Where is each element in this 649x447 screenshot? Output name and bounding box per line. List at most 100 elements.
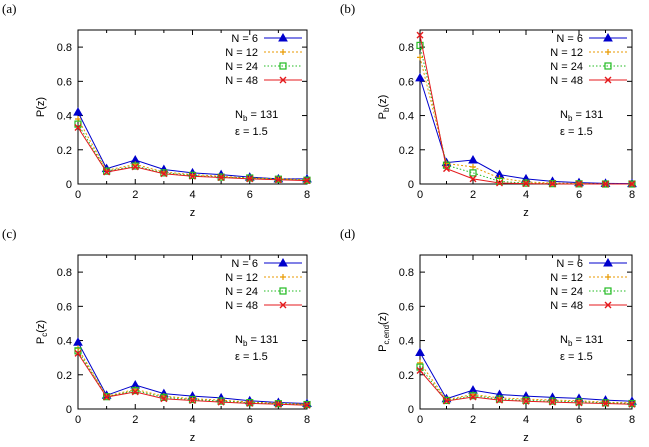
data-point	[469, 393, 477, 401]
series-line	[77, 118, 308, 181]
data-point	[522, 180, 530, 188]
legend-entry: N = 12	[550, 47, 583, 59]
data-point	[278, 257, 288, 267]
y-tick-label: 0.2	[57, 145, 72, 157]
annotation-nb-main: N	[560, 109, 568, 121]
data-point	[495, 177, 504, 186]
data-point	[189, 172, 196, 180]
data-point	[575, 398, 583, 406]
x-tick-label: 0	[417, 414, 423, 426]
y-tick-label: 0.2	[399, 370, 414, 382]
data-point	[575, 399, 583, 407]
annotation-nb: Nb = 131	[560, 334, 603, 348]
legend-entry: N = 24	[550, 61, 583, 73]
plot-frame	[77, 29, 308, 185]
data-point	[279, 287, 287, 295]
data-point	[415, 347, 425, 357]
data-point	[603, 257, 613, 267]
data-point	[605, 274, 611, 280]
data-point	[416, 41, 424, 50]
legend-entry: N = 48	[225, 300, 258, 312]
annotation-nb-value: = 131	[572, 334, 603, 346]
data-point	[548, 397, 557, 405]
legend-entry: N = 48	[225, 75, 258, 87]
data-point	[603, 32, 613, 42]
annotation-nb-main: N	[235, 334, 243, 346]
data-point	[628, 400, 636, 408]
x-tick-label: 6	[247, 414, 253, 426]
data-point	[415, 72, 425, 82]
x-axis-label: z	[190, 207, 196, 219]
y-tick-label: 0.6	[399, 301, 414, 313]
legend: N = 6 N = 12 N = 24 N = 48	[225, 257, 302, 312]
data-point	[131, 386, 139, 395]
data-point	[495, 395, 504, 403]
x-tick-label: 0	[417, 189, 423, 201]
data-point	[131, 163, 139, 171]
data-point	[522, 397, 530, 405]
x-tick-label: 4	[189, 414, 195, 426]
y-tick-label: 0	[408, 404, 414, 416]
y-tick-label: 0.8	[57, 267, 72, 279]
annotation-nb: Nb = 131	[235, 109, 278, 123]
y-axis-label-sub: c	[40, 333, 49, 337]
data-point	[74, 124, 82, 132]
y-tick-label: 0.6	[57, 301, 72, 313]
data-point	[602, 400, 609, 408]
data-point	[278, 32, 288, 42]
annotation-epsilon: ε = 1.5	[560, 351, 593, 363]
annotation-nb: Nb = 131	[560, 109, 603, 123]
data-point	[279, 62, 287, 70]
data-point	[604, 76, 612, 84]
legend: N = 6 N = 12 N = 24 N = 48	[225, 32, 302, 87]
x-tick-label: 4	[189, 189, 195, 201]
legend-entry: N = 12	[225, 272, 258, 284]
y-tick-label: 0.6	[399, 76, 414, 88]
y-axis-label: Pb(z)	[377, 95, 391, 120]
y-tick-label: 0.6	[57, 76, 72, 88]
data-point	[469, 169, 477, 177]
legend-entry: N = 6	[556, 258, 583, 270]
data-point	[416, 367, 424, 374]
data-point	[73, 337, 83, 346]
data-point	[303, 401, 311, 409]
series-1	[415, 347, 637, 405]
y-tick-label: 0.2	[57, 370, 72, 382]
data-point	[496, 396, 503, 404]
x-tick-label: 8	[629, 189, 635, 201]
y-axis-label-sub: b	[382, 107, 391, 112]
data-point	[303, 400, 311, 409]
legend: N = 6 N = 12 N = 24 N = 48	[550, 32, 627, 87]
y-tick-label: 0	[66, 179, 72, 191]
annotation-epsilon: ε = 1.5	[235, 126, 268, 138]
data-point	[496, 179, 503, 187]
data-point	[280, 49, 286, 55]
legend-entry: N = 24	[550, 286, 583, 298]
plot-frame	[419, 254, 633, 410]
data-point	[604, 287, 612, 295]
data-point	[160, 170, 168, 178]
y-tick-label: 0	[408, 179, 414, 191]
data-point	[274, 400, 282, 408]
y-axis-label: Pc,end(z)	[377, 312, 391, 352]
data-point	[188, 171, 197, 180]
data-point	[280, 274, 286, 280]
series-4	[74, 349, 311, 409]
data-point	[522, 396, 530, 405]
y-tick-label: 0	[66, 404, 72, 416]
data-point	[246, 399, 254, 407]
annotation-nb: Nb = 131	[235, 334, 278, 348]
data-point	[279, 301, 287, 309]
plot-frame	[77, 254, 308, 410]
data-point	[469, 392, 477, 400]
data-point	[303, 177, 311, 185]
y-tick-label: 0.2	[399, 145, 414, 157]
chart-panel-a: (a)0 2 4 6 800.20.40.60.8zP(z)N = 6N = 12N =…	[2, 1, 312, 219]
panel-label: (a)	[2, 1, 16, 16]
data-point	[468, 155, 478, 164]
data-point	[575, 180, 583, 188]
y-tick-label: 0.8	[399, 267, 414, 279]
